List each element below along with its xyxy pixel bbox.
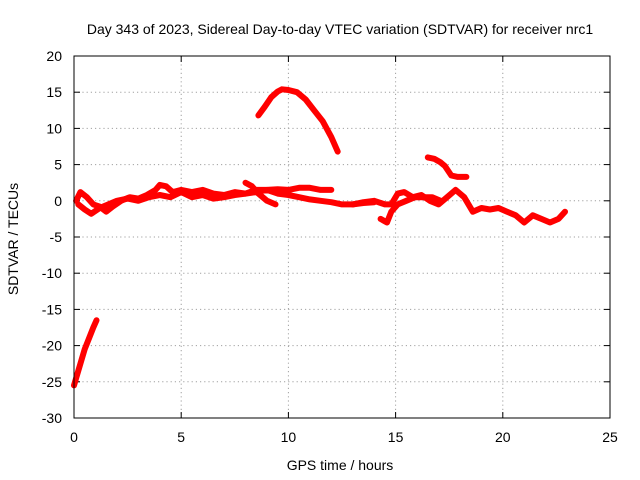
series-line-track-d [349, 186, 568, 226]
y-tick-label: -10 [42, 265, 62, 281]
series-line-track-b [75, 186, 378, 217]
series-track-b [75, 186, 378, 217]
y-tick-label: -5 [50, 229, 63, 245]
x-tick-label: 20 [495, 429, 511, 445]
y-tick-label: -30 [42, 410, 62, 426]
x-tick-label: 15 [388, 429, 404, 445]
x-axis-label: GPS time / hours [287, 457, 394, 473]
y-tick-label: -20 [42, 338, 62, 354]
grid [74, 56, 610, 418]
plot-frame [73, 55, 611, 419]
x-tick-label: 5 [177, 429, 185, 445]
x-tick-label: 0 [70, 429, 78, 445]
series-line-track-e [377, 194, 444, 226]
y-tick-label: 5 [54, 157, 62, 173]
x-tick-label: 10 [281, 429, 297, 445]
chart-title: Day 343 of 2023, Sidereal Day-to-day VTE… [87, 21, 593, 37]
series-line-arc-mid [424, 154, 470, 180]
series-line-early-drop [71, 317, 100, 389]
y-tick-label: 10 [46, 120, 62, 136]
series-track-c [242, 179, 279, 208]
y-axis-label: SDTVAR / TECUs [5, 183, 21, 295]
series-track-e [377, 194, 444, 226]
y-tick-label: 0 [54, 193, 62, 209]
y-tick-label: -15 [42, 301, 62, 317]
y-tick-label: -25 [42, 374, 62, 390]
y-tick-label: 20 [46, 48, 62, 64]
series-line-track-c [242, 179, 279, 208]
y-tick-label: 15 [46, 84, 62, 100]
series-line-arc-high [255, 86, 341, 155]
x-tick-label: 25 [602, 429, 618, 445]
series-track-d [349, 186, 568, 226]
data-series [71, 86, 568, 389]
series-arc-high [255, 86, 341, 155]
series-arc-mid [424, 154, 470, 180]
axis-ticks: 0 5 10 15 20 25 -30 -25 -20 -15 -10 -5 0 5 10 15 20 [42, 48, 618, 445]
series-early-drop [71, 317, 100, 389]
